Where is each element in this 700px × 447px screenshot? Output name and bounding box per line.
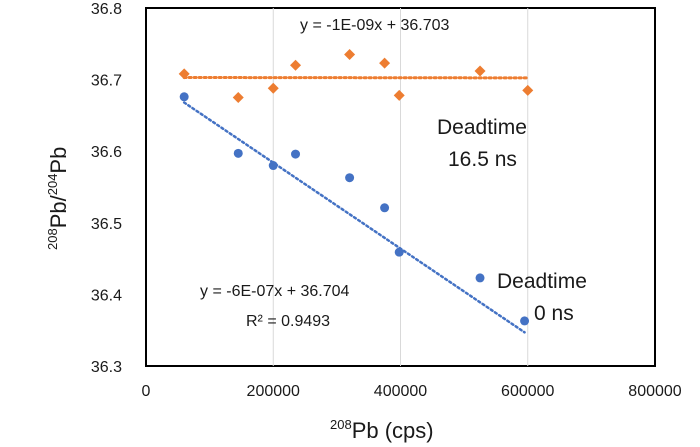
data-point-diamond	[232, 92, 244, 103]
x-tick-label: 200000	[247, 383, 300, 400]
data-point-circle	[475, 273, 485, 283]
data-point-circle	[233, 148, 243, 158]
vertical-gridlines	[272, 8, 529, 366]
x-tick-label: 0	[142, 383, 151, 400]
orange-trendline-equation: y = -1E-09x + 36.703	[300, 17, 450, 34]
orange-series-label-line1: Deadtime	[437, 116, 527, 139]
data-point-circle	[394, 247, 404, 257]
y-tick-label: 36.7	[91, 73, 122, 90]
blue-series-label-line1: Deadtime	[497, 270, 587, 293]
y-axis-title: 208Pb/204Pb	[45, 147, 71, 250]
data-point-diamond	[393, 89, 405, 101]
x-axis-title: 208Pb (cps)	[330, 417, 434, 443]
data-point-circle	[268, 161, 278, 171]
y-tick-label: 36.5	[91, 216, 122, 233]
data-point-circle	[345, 173, 355, 183]
y-tick-label: 36.6	[91, 144, 122, 161]
data-point-diamond	[522, 84, 534, 96]
data-point-circle	[520, 316, 530, 326]
data-point-diamond	[379, 57, 391, 69]
orange-series-label-line2: 16.5 ns	[448, 148, 517, 171]
data-point-circle	[179, 92, 189, 102]
y-tick-label: 36.8	[91, 1, 122, 18]
blue-series-label-line2: 0 ns	[534, 302, 574, 325]
y-axis-tick-labels: 36.3 36.4 36.5 36.6 36.7 36.8	[91, 1, 122, 376]
blue-trendline-r2: R² = 0.9493	[246, 313, 330, 330]
x-tick-label: 800000	[628, 383, 681, 400]
data-point-diamond	[474, 65, 486, 77]
data-point-diamond	[290, 59, 302, 71]
data-point-diamond	[178, 68, 190, 80]
blue-trendline-equation: y = -6E-07x + 36.704	[200, 283, 350, 300]
x-axis-tick-labels: 0 200000 400000 600000 800000	[142, 383, 682, 400]
trendline-circle	[182, 101, 526, 334]
x-tick-label: 600000	[501, 383, 554, 400]
x-tick-label: 400000	[374, 383, 427, 400]
data-point-diamond	[344, 49, 356, 61]
data-point-circle	[291, 149, 301, 159]
y-tick-label: 36.4	[91, 287, 122, 304]
trendlines	[182, 75, 530, 334]
data-point-circle	[380, 203, 390, 213]
data-point-diamond	[267, 82, 279, 94]
data-points	[178, 49, 534, 326]
y-tick-label: 36.3	[91, 359, 122, 376]
